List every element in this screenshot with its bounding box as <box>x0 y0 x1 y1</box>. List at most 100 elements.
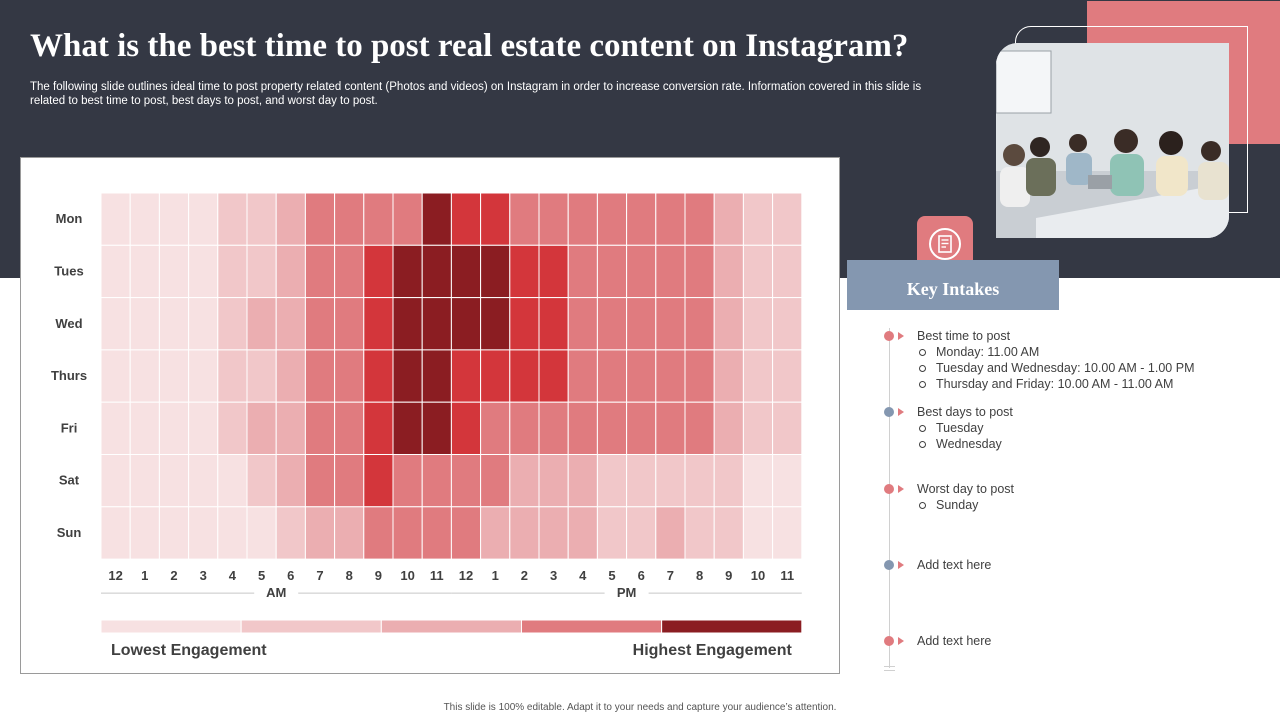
heatmap-cell <box>246 349 277 403</box>
heatmap-cell <box>772 349 803 403</box>
legend-high-label: Highest Engagement <box>633 642 793 659</box>
timeline-dot <box>884 331 894 341</box>
intake-text: Add text here <box>917 633 1247 649</box>
column-tick-label: 6 <box>638 568 645 583</box>
intake-sub: Thursday and Friday: 10.00 AM - 11.00 AM <box>917 376 1247 392</box>
timeline-dot <box>884 484 894 494</box>
heatmap-cell <box>713 454 744 508</box>
heatmap-cell <box>188 506 219 560</box>
heatmap-cell <box>567 297 598 351</box>
heatmap-cell <box>713 297 744 351</box>
column-tick-label: 3 <box>200 568 207 583</box>
heatmap-cell <box>538 349 569 403</box>
column-tick-label: 4 <box>229 568 237 583</box>
arrow-right-icon <box>898 485 904 493</box>
heatmap-cell <box>275 506 306 560</box>
heatmap-cell <box>450 506 482 560</box>
row-label: Tues <box>54 263 83 278</box>
column-tick-label: 12 <box>108 568 122 583</box>
heatmap-cell <box>421 454 452 508</box>
column-tick-label: 7 <box>667 568 674 583</box>
intake-title: Add text here <box>917 634 992 648</box>
heatmap-cell <box>742 506 774 560</box>
footer-note: This slide is 100% editable. Adapt it to… <box>443 702 837 713</box>
heatmap-cell <box>421 506 452 560</box>
heatmap-cell <box>363 192 394 246</box>
column-tick-label: 8 <box>696 568 703 583</box>
heatmap-cell <box>713 244 744 299</box>
heatmap-cell <box>509 454 540 508</box>
heatmap-cell <box>421 349 452 403</box>
heatmap-cell <box>684 349 715 403</box>
heatmap-cell <box>626 297 657 351</box>
heatmap-cell <box>158 244 190 299</box>
heatmap-cell <box>772 297 803 351</box>
heatmap-cell <box>217 506 248 560</box>
heatmap-cell <box>100 244 131 299</box>
heatmap-cell <box>334 349 365 403</box>
heatmap-cell <box>188 349 219 403</box>
column-tick-label: 5 <box>608 568 615 583</box>
heatmap-cell <box>567 506 598 560</box>
heatmap-cell <box>742 244 774 299</box>
heatmap-cell <box>596 401 628 455</box>
heatmap-cell <box>100 506 131 560</box>
heatmap-cell <box>480 506 511 560</box>
intake-text: Best days to post Tuesday Wednesday <box>917 404 1247 452</box>
heatmap-cell <box>275 349 306 403</box>
intake-text: Add text here <box>917 557 1247 573</box>
heatmap-cell <box>713 506 744 560</box>
heatmap-cell <box>480 454 511 508</box>
heatmap-cell <box>217 349 248 403</box>
heatmap-cell <box>392 244 423 299</box>
heatmap-cell <box>129 192 160 246</box>
heatmap-cell <box>334 192 365 246</box>
heatmap-cell <box>246 297 277 351</box>
heatmap-cell <box>480 244 511 299</box>
heatmap-cell <box>129 401 160 455</box>
row-label: Wed <box>55 316 82 331</box>
intake-sub: Monday: 11.00 AM <box>917 344 1247 360</box>
heatmap-cell <box>684 297 715 351</box>
period-label: AM <box>266 585 286 600</box>
row-label: Sat <box>59 473 80 488</box>
heatmap-cell <box>538 297 569 351</box>
heatmap-cell <box>772 401 803 455</box>
heatmap-cell <box>509 244 540 299</box>
heatmap-cell <box>217 401 248 455</box>
intake-title: Best time to post <box>917 329 1011 343</box>
heatmap-cell <box>450 297 482 351</box>
heatmap-cell <box>596 506 628 560</box>
heatmap-cell <box>626 454 657 508</box>
intake-text: Worst day to post Sunday <box>917 481 1247 513</box>
heatmap-cell <box>392 192 423 246</box>
heatmap-cell <box>567 192 598 246</box>
heatmap-cell <box>567 349 598 403</box>
heatmap-cell <box>158 192 190 246</box>
heatmap-cell <box>246 244 277 299</box>
intake-text: Best time to post Monday: 11.00 AM Tuesd… <box>917 328 1247 392</box>
timeline-dot <box>884 560 894 570</box>
heatmap-cell <box>217 297 248 351</box>
heatmap-cell <box>100 349 131 403</box>
heatmap-cell <box>480 192 511 246</box>
heatmap-cell <box>304 297 336 351</box>
intake-title: Best days to post <box>917 405 1013 419</box>
page-subtitle: The following slide outlines ideal time … <box>30 81 922 107</box>
heatmap-cell <box>742 349 774 403</box>
heatmap-cell <box>567 454 598 508</box>
heatmap-cell <box>392 506 423 560</box>
column-tick-label: 4 <box>579 568 587 583</box>
heatmap-cell <box>421 192 452 246</box>
heatmap-cell <box>158 401 190 455</box>
heatmap-cell <box>596 349 628 403</box>
heatmap-cell <box>509 349 540 403</box>
column-tick-label: 2 <box>521 568 528 583</box>
heatmap-cell <box>246 454 277 508</box>
heatmap-cell <box>742 401 774 455</box>
heatmap-cell <box>275 454 306 508</box>
heatmap-cell <box>596 297 628 351</box>
heatmap-cell <box>596 192 628 246</box>
row-label: Fri <box>61 420 78 435</box>
heatmap-cell <box>217 244 248 299</box>
